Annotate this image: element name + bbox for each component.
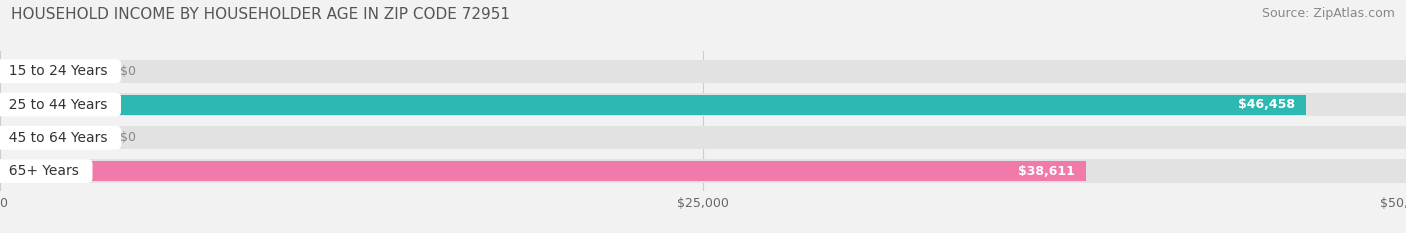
Text: Source: ZipAtlas.com: Source: ZipAtlas.com [1261,7,1395,20]
Bar [0,61,35,81]
Text: $0: $0 [120,65,135,78]
Bar [0,161,1085,181]
Bar [0,126,1406,149]
Text: $38,611: $38,611 [1018,164,1074,178]
Text: 65+ Years: 65+ Years [0,164,87,178]
Text: $46,458: $46,458 [1239,98,1295,111]
Text: $0: $0 [120,131,135,144]
Bar [0,159,1406,183]
Bar [0,60,1406,83]
Bar [0,93,1406,116]
Text: 15 to 24 Years: 15 to 24 Years [0,64,117,78]
Text: 45 to 64 Years: 45 to 64 Years [0,131,117,145]
Bar [0,128,35,148]
Text: 25 to 44 Years: 25 to 44 Years [0,98,117,112]
Bar [0,95,1306,114]
Text: HOUSEHOLD INCOME BY HOUSEHOLDER AGE IN ZIP CODE 72951: HOUSEHOLD INCOME BY HOUSEHOLDER AGE IN Z… [11,7,510,22]
